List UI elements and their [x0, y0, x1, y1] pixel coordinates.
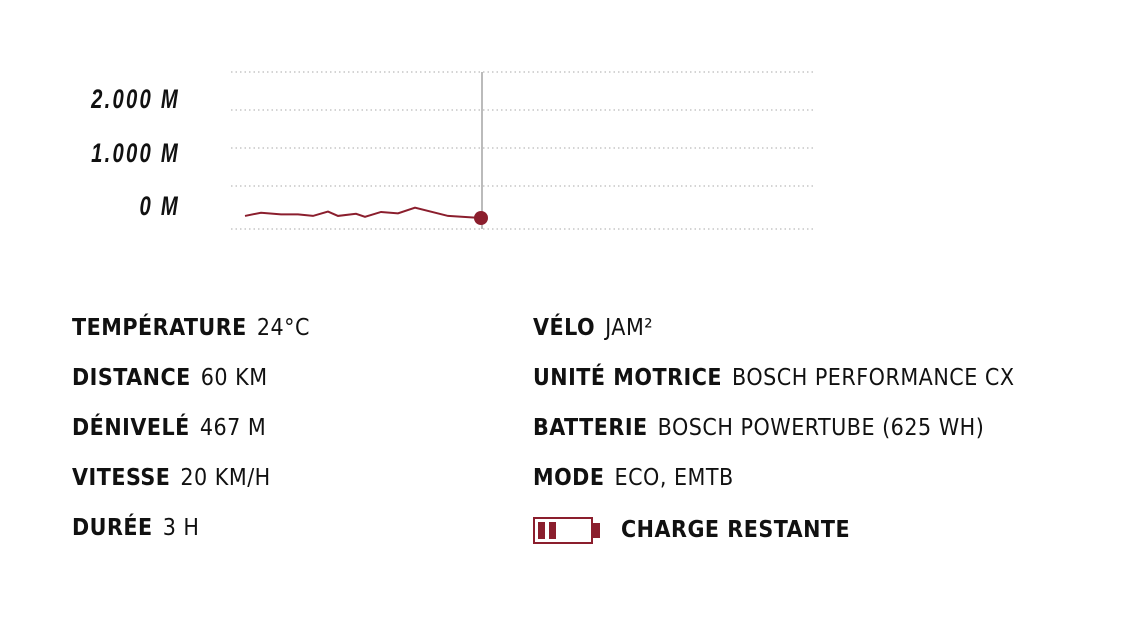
- spec-row: DISTANCE 60 KM: [72, 365, 268, 391]
- spec-label: MODE: [533, 465, 605, 491]
- spec-value: 60 KM: [200, 365, 268, 391]
- spec-value: 3 H: [162, 515, 200, 541]
- battery-label: CHARGE RESTANTE: [621, 516, 851, 543]
- spec-label: DÉNIVELÉ: [72, 415, 190, 441]
- spec-row: DÉNIVELÉ 467 M: [72, 415, 266, 441]
- spec-label: VÉLO: [533, 315, 596, 341]
- spec-value: ECO, EMTB: [614, 465, 734, 491]
- elevation-line: [244, 206, 482, 219]
- y-tick-label: 0 M: [139, 191, 180, 221]
- elevation-chart: [231, 71, 816, 230]
- y-tick-label: 1.000 M: [91, 138, 180, 168]
- spec-value: BOSCH POWERTUBE (625 WH): [657, 415, 985, 441]
- spec-value: 467 M: [199, 415, 267, 441]
- spec-value: BOSCH PERFORMANCE CX: [732, 365, 1015, 391]
- data-point: [474, 211, 488, 225]
- spec-label: DURÉE: [72, 515, 153, 541]
- spec-row: UNITÉ MOTRICE BOSCH PERFORMANCE CX: [533, 365, 1015, 391]
- spec-label: VITESSE: [72, 465, 171, 491]
- spec-label: DISTANCE: [72, 365, 191, 391]
- spec-value: JAM²: [605, 315, 654, 341]
- spec-row: VITESSE 20 KM/H: [72, 465, 271, 491]
- spec-row: BATTERIE BOSCH POWERTUBE (625 WH): [533, 415, 984, 441]
- battery-row: CHARGE RESTANTE: [533, 515, 860, 545]
- battery-icon: [533, 517, 600, 544]
- y-tick-label: 2.000 M: [91, 84, 180, 114]
- spec-row: DURÉE 3 H: [72, 515, 200, 541]
- spec-label: UNITÉ MOTRICE: [533, 365, 723, 391]
- spec-value: 24°C: [256, 315, 310, 341]
- spec-row: TEMPÉRATURE 24°C: [72, 315, 310, 341]
- spec-value: 20 KM/H: [180, 465, 271, 491]
- spec-label: BATTERIE: [533, 415, 648, 441]
- spec-row: VÉLO JAM²: [533, 315, 653, 341]
- spec-row: MODE ECO, EMTB: [533, 465, 734, 491]
- spec-label: TEMPÉRATURE: [72, 315, 247, 341]
